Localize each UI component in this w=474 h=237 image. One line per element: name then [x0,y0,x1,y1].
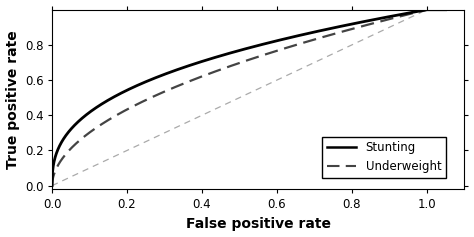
X-axis label: False positive rate: False positive rate [186,217,331,232]
Y-axis label: True positive rate: True positive rate [6,30,19,169]
Legend: Stunting, Underweight: Stunting, Underweight [322,137,446,178]
